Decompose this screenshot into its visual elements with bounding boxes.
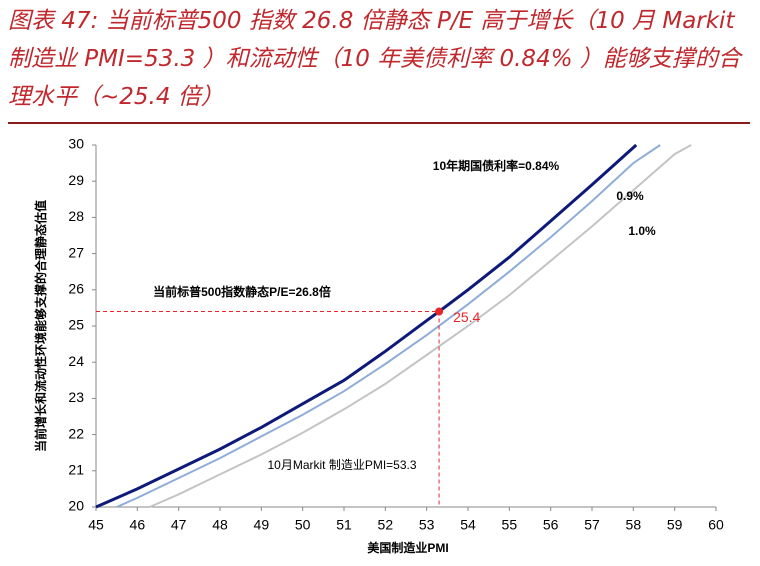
- y-tick-label: 30: [68, 136, 84, 152]
- y-tick-label: 23: [68, 389, 84, 405]
- y-tick-label: 21: [68, 462, 84, 478]
- x-tick-label: 50: [295, 517, 311, 533]
- y-tick-label: 29: [68, 172, 84, 188]
- x-tick-label: 48: [212, 517, 228, 533]
- x-tick-label: 45: [88, 517, 104, 533]
- marker-point: [435, 307, 444, 316]
- y-tick-label: 22: [68, 425, 84, 441]
- y-tick-label: 25: [68, 317, 84, 333]
- x-tick-label: 47: [171, 517, 187, 533]
- series-label: 0.9%: [616, 189, 644, 203]
- x-tick-label: 54: [460, 517, 476, 533]
- x-tick-label: 60: [708, 517, 724, 533]
- series-line: [95, 143, 638, 509]
- x-tick-label: 51: [336, 517, 352, 533]
- annotation: 当前标普500指数静态P/E=26.8倍: [153, 284, 331, 299]
- annotation: 10月Markit 制造业PMI=53.3: [267, 458, 416, 472]
- series-label: 1.0%: [628, 224, 656, 238]
- x-tick-label: 55: [502, 517, 518, 533]
- title-rule: [8, 122, 750, 124]
- y-tick-label: 27: [68, 244, 84, 260]
- x-tick-label: 56: [543, 517, 559, 533]
- marker-label: 25.4: [453, 309, 480, 325]
- x-tick-label: 46: [130, 517, 146, 533]
- x-axis-title: 美国制造业PMI: [367, 540, 448, 555]
- series-label: 10年期国债利率=0.84%: [433, 158, 560, 173]
- x-tick-label: 57: [584, 517, 600, 533]
- y-tick-label: 28: [68, 208, 84, 224]
- x-tick-label: 58: [626, 517, 642, 533]
- y-tick-label: 20: [68, 498, 84, 514]
- x-tick-label: 53: [419, 517, 435, 533]
- y-tick-label: 24: [68, 353, 84, 369]
- title: 图表 47: 当前标普500 指数 26.8 倍静态 P/E 高于增长（10 月…: [8, 8, 741, 110]
- x-tick-label: 52: [378, 517, 394, 533]
- x-tick-label: 49: [254, 517, 270, 533]
- y-axis-title: 当前增长和流动性环境能够支撑的合理静态估值: [33, 200, 48, 452]
- series-line: [149, 144, 692, 508]
- x-tick-label: 59: [667, 517, 683, 533]
- y-tick-label: 26: [68, 281, 84, 297]
- series-line: [116, 144, 661, 508]
